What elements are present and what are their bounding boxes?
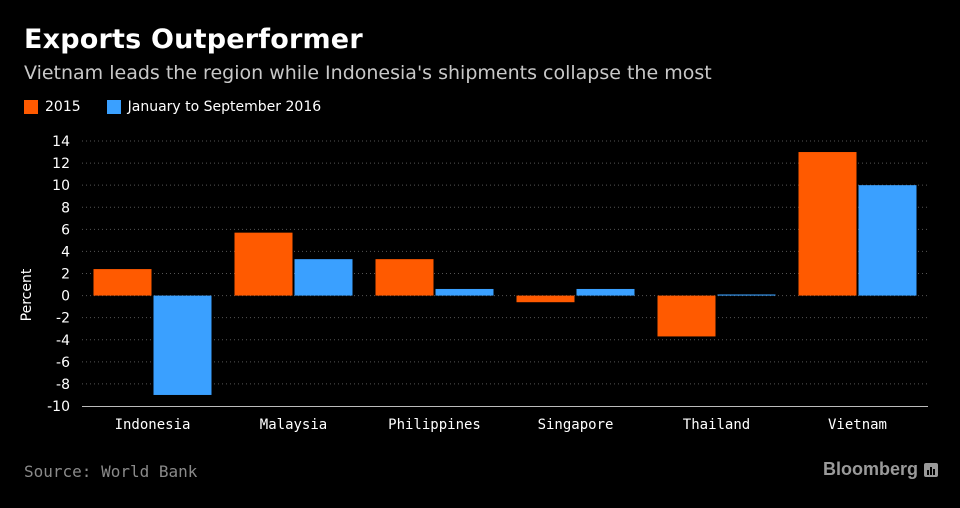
y-tick-label: 14 — [52, 134, 70, 150]
bar-thailand-series-0 — [657, 295, 716, 337]
bar-malaysia-series-0 — [234, 232, 293, 296]
x-tick-label: Thailand — [683, 417, 750, 433]
y-tick-label: 12 — [52, 156, 70, 172]
bar-vietnam-series-0 — [798, 152, 857, 296]
bar-philippines-series-1 — [435, 288, 494, 296]
source-note: Source: World Bank — [24, 462, 198, 481]
y-tick-label: 8 — [61, 200, 70, 216]
legend-item-2015: 2015 — [24, 99, 81, 115]
y-tick-label: 0 — [61, 289, 70, 305]
y-tick-label: 2 — [61, 267, 70, 283]
x-tick-label: Vietnam — [828, 417, 887, 433]
x-tick-label: Malaysia — [260, 417, 327, 433]
x-tick-label: Philippines — [388, 417, 481, 433]
y-axis-title: Percent — [19, 268, 35, 321]
x-tick-label: Singapore — [538, 417, 614, 433]
bar-singapore-series-1 — [576, 288, 635, 296]
chart-title: Exports Outperformer — [24, 24, 363, 55]
bar-indonesia-series-0 — [93, 269, 152, 296]
y-tick-label: 6 — [61, 222, 70, 238]
bar-indonesia-series-1 — [153, 295, 212, 395]
y-tick-label: 4 — [61, 244, 70, 260]
y-tick-label: -10 — [47, 399, 70, 415]
bar-thailand-series-1 — [717, 294, 776, 296]
legend-item-2016: January to September 2016 — [106, 99, 322, 115]
bar-malaysia-series-1 — [294, 259, 353, 296]
x-tick-label: Indonesia — [115, 417, 191, 433]
bloomberg-logo: Bloomberg — [823, 459, 938, 480]
legend-label-2016: January to September 2016 — [127, 99, 322, 115]
y-tick-label: -6 — [56, 355, 70, 371]
bar-chart-icon — [924, 462, 938, 477]
y-tick-label: 10 — [52, 178, 70, 194]
y-tick-label: -4 — [56, 333, 70, 349]
bar-vietnam-series-1 — [858, 185, 917, 296]
legend-label-2015: 2015 — [45, 99, 81, 115]
legend: 2015 January to September 2016 — [24, 99, 347, 115]
y-tick-label: -2 — [56, 311, 70, 327]
legend-swatch-2016 — [106, 100, 121, 114]
chart-subtitle: Vietnam leads the region while Indonesia… — [24, 62, 712, 84]
bar-singapore-series-0 — [516, 295, 575, 303]
bar-philippines-series-0 — [375, 259, 434, 296]
legend-swatch-2015 — [24, 100, 38, 114]
brand-name: Bloomberg — [822, 459, 918, 479]
y-tick-label: -8 — [56, 377, 70, 393]
